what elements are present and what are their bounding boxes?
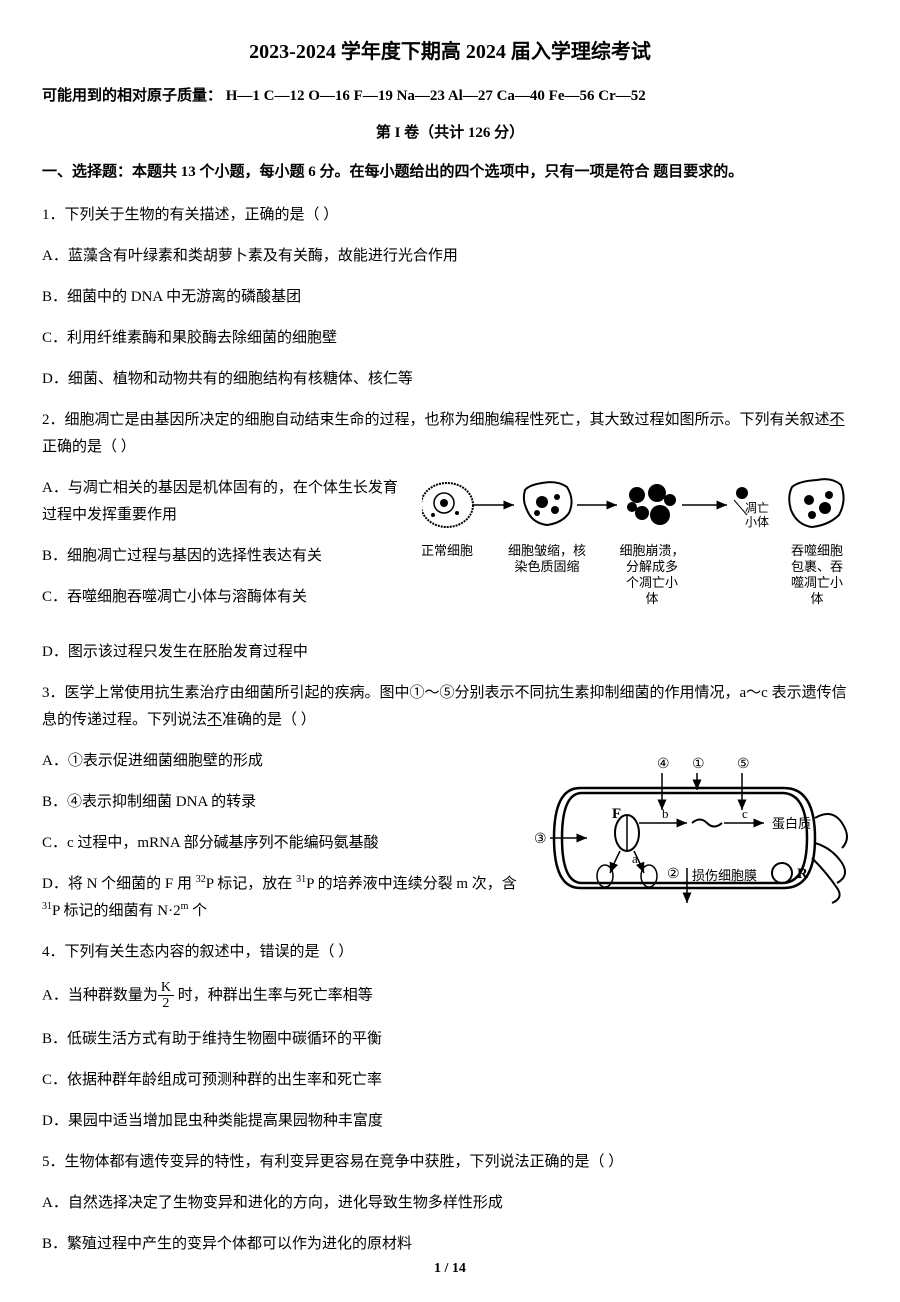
- q5-option-b: B．繁殖过程中产生的变异个体都可以作为进化的原材料: [42, 1231, 858, 1258]
- label-5: ⑤: [737, 757, 750, 772]
- stage3-label-1: 细胞崩溃，: [619, 543, 684, 558]
- stage2-label-1: 细胞皱缩，核: [508, 543, 586, 558]
- q3-d-prefix: D．将 N 个细菌的 F 用: [42, 876, 196, 892]
- q4-option-b: B．低碳生活方式有助于维持生物圈中碳循环的平衡: [42, 1026, 858, 1053]
- q2-option-d: D．图示该过程只发生在胚胎发育过程中: [42, 639, 858, 666]
- section-header: 第 I 卷（共计 126 分）: [42, 121, 858, 142]
- stage3-label-3: 个凋亡小: [626, 575, 678, 590]
- q2-option-a: A．与凋亡相关的基因是机体固有的，在个体生长发育过程中发挥重要作用: [42, 475, 412, 529]
- fraction-icon: K2: [158, 980, 174, 1012]
- small-body-label-1: 凋亡: [745, 501, 769, 515]
- bacteria-diagram: F a b c 蛋白质 R: [532, 748, 862, 928]
- q2-stem-after: 正确的是（ ）: [42, 439, 136, 455]
- stage4-label-3: 噬凋亡小: [791, 575, 843, 590]
- q3-option-c: C．c 过程中，mRNA 部分碱基序列不能编码氨基酸: [42, 830, 522, 857]
- q3-d-sup3: 31: [42, 901, 52, 912]
- small-body-label-2: 小体: [745, 515, 769, 529]
- q4-a-prefix: A．当种群数量为: [42, 987, 158, 1003]
- label-1: ①: [692, 757, 705, 772]
- label-2: ②: [667, 867, 680, 882]
- q3-d-end: 个: [188, 903, 207, 919]
- q4-stem: 4．下列有关生态内容的叙述中，错误的是（ ）: [42, 939, 858, 966]
- q3-stem-underline: 不: [207, 712, 222, 728]
- q3-d-sup2: 31: [296, 874, 306, 885]
- q1-option-d: D．细菌、植物和动物共有的细胞结构有核糖体、核仁等: [42, 366, 858, 393]
- label-3: ③: [534, 832, 547, 847]
- label-protein: 蛋白质: [772, 816, 811, 831]
- stage4-label-1: 吞噬细胞: [791, 543, 843, 558]
- label-r: R: [797, 866, 808, 882]
- label-c: c: [742, 806, 748, 821]
- q2-option-b: B．细胞凋亡过程与基因的选择性表达有关: [42, 543, 412, 570]
- q3-d-mid3: P 标记的细菌有 N·2: [52, 903, 181, 919]
- q3-stem: 3．医学上常使用抗生素治疗由细菌所引起的疾病。图中①～⑤分别表示不同抗生素抑制细…: [42, 680, 858, 734]
- q2-stem: 2．细胞凋亡是由基因所决定的细胞自动结束生命的过程，也称为细胞编程性死亡，其大致…: [42, 407, 858, 461]
- q1-option-c: C．利用纤维素酶和果胶酶去除细菌的细胞壁: [42, 325, 858, 352]
- q5-option-a: A．自然选择决定了生物变异和进化的方向，进化导致生物多样性形成: [42, 1190, 858, 1217]
- frac-num: K: [158, 980, 174, 996]
- atomic-mass-info: 可能用到的相对原子质量： H—1 C—12 O—16 F—19 Na—23 Al…: [42, 84, 858, 105]
- label-4: ④: [657, 757, 670, 772]
- page-footer: 1 / 14: [0, 1261, 900, 1277]
- q4-option-c: C．依据种群年龄组成可预测种群的出生率和死亡率: [42, 1067, 858, 1094]
- q1-option-a: A．蓝藻含有叶绿素和类胡萝卜素及有关酶，故能进行光合作用: [42, 243, 858, 270]
- q1-stem: 1．下列关于生物的有关描述，正确的是（ ）: [42, 202, 858, 229]
- stage4-label-4: 体: [810, 591, 823, 606]
- q3-option-a: A．①表示促进细菌细胞壁的形成: [42, 748, 522, 775]
- frac-den: 2: [158, 996, 174, 1011]
- apoptosis-diagram: 正常细胞 细胞皱缩，核 染色质固缩: [422, 475, 862, 620]
- q2-stem-underline: 不: [830, 412, 845, 428]
- q3-option-b: B．④表示抑制细菌 DNA 的转录: [42, 789, 522, 816]
- q2-option-c: C．吞噬细胞吞噬凋亡小体与溶酶体有关: [42, 584, 412, 611]
- stage3-label-2: 分解成多: [626, 559, 678, 574]
- q2-stem-text: 2．细胞凋亡是由基因所决定的细胞自动结束生命的过程，也称为细胞编程性死亡，其大致…: [42, 412, 830, 428]
- stage3-label-4: 体: [645, 591, 658, 606]
- q4-option-d: D．果园中适当增加昆虫种类能提高果园物种丰富度: [42, 1108, 858, 1135]
- q4-option-a: A．当种群数量为K2 时，种群出生率与死亡率相等: [42, 980, 858, 1012]
- label-membrane: 损伤细胞膜: [692, 868, 757, 883]
- q3-d-mid: P 标记，放在: [206, 876, 296, 892]
- q4-a-suffix: 时，种群出生率与死亡率相等: [174, 987, 373, 1003]
- q5-stem: 5．生物体都有遗传变异的特性，有利变异更容易在竞争中获胜，下列说法正确的是（ ）: [42, 1149, 858, 1176]
- q3-stem-after: 准确的是（ ）: [222, 712, 316, 728]
- stage2-label-2: 染色质固缩: [514, 559, 579, 574]
- q3-option-d: D．将 N 个细菌的 F 用 32P 标记，放在 31P 的培养液中连续分裂 m…: [42, 871, 522, 925]
- q3-stem-text: 3．医学上常使用抗生素治疗由细菌所引起的疾病。图中①～⑤分别表示不同抗生素抑制细…: [42, 685, 847, 728]
- q3-d-sup1: 32: [196, 874, 206, 885]
- q1-option-b: B．细菌中的 DNA 中无游离的磷酸基团: [42, 284, 858, 311]
- stage1-label: 正常细胞: [422, 543, 473, 558]
- stage4-label-2: 包裹、吞: [791, 559, 843, 574]
- label-b: b: [662, 806, 669, 821]
- exam-title: 2023-2024 学年度下期高 2024 届入学理综考试: [42, 35, 858, 64]
- section-instructions: 一、选择题：本题共 13 个小题，每小题 6 分。在每小题给出的四个选项中，只有…: [42, 160, 858, 184]
- q3-d-mid2: P 的培养液中连续分裂 m 次，含: [306, 876, 517, 892]
